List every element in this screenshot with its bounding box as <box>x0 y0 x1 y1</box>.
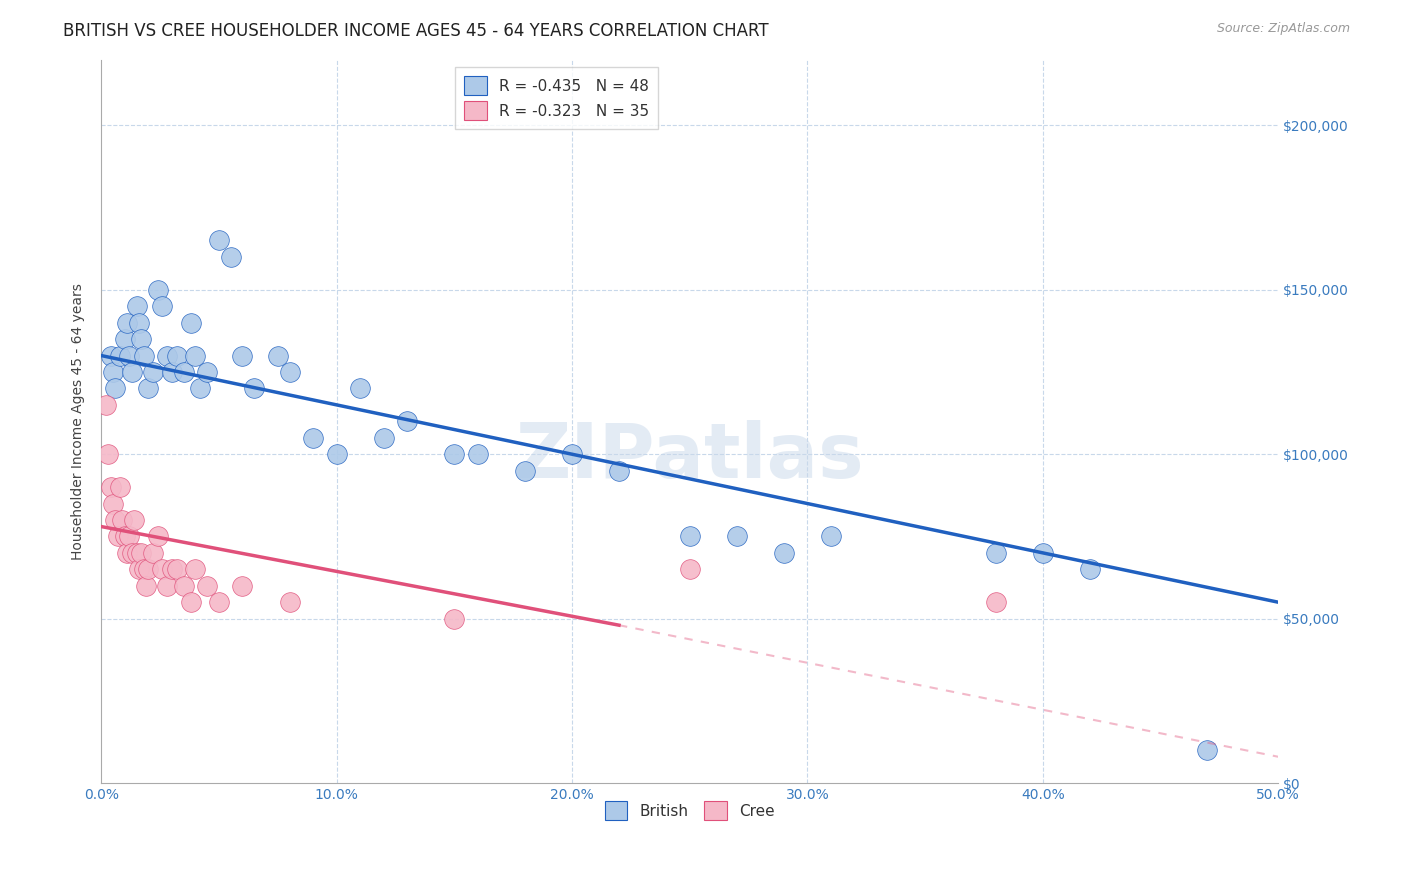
Point <box>97 447 120 461</box>
Point <box>100 480 122 494</box>
Point <box>160 562 183 576</box>
Point <box>108 349 131 363</box>
Point <box>122 513 145 527</box>
Point <box>107 529 129 543</box>
Point <box>231 579 253 593</box>
Point <box>152 562 174 576</box>
Point <box>1197 743 1219 757</box>
Point <box>114 332 136 346</box>
Point <box>302 431 325 445</box>
Point <box>156 579 179 593</box>
Point <box>108 480 131 494</box>
Text: Source: ZipAtlas.com: Source: ZipAtlas.com <box>1216 22 1350 36</box>
Point <box>146 283 169 297</box>
Y-axis label: Householder Income Ages 45 - 64 years: Householder Income Ages 45 - 64 years <box>72 283 86 560</box>
Point <box>173 365 195 379</box>
Point <box>94 398 117 412</box>
Point <box>152 299 174 313</box>
Point <box>208 234 231 248</box>
Point <box>104 513 127 527</box>
Point <box>132 349 155 363</box>
Point <box>166 562 188 576</box>
Point <box>100 349 122 363</box>
Point <box>1032 546 1054 560</box>
Point <box>129 546 152 560</box>
Point <box>325 447 347 461</box>
Point <box>188 381 211 395</box>
Point <box>443 447 465 461</box>
Point <box>156 349 179 363</box>
Point <box>231 349 253 363</box>
Point <box>101 496 124 510</box>
Point <box>195 579 218 593</box>
Text: BRITISH VS CREE HOUSEHOLDER INCOME AGES 45 - 64 YEARS CORRELATION CHART: BRITISH VS CREE HOUSEHOLDER INCOME AGES … <box>63 22 769 40</box>
Point <box>125 546 148 560</box>
Point <box>136 381 159 395</box>
Point <box>373 431 395 445</box>
Point <box>679 562 702 576</box>
Point <box>820 529 842 543</box>
Point <box>278 595 301 609</box>
Point <box>396 414 419 428</box>
Point <box>135 579 157 593</box>
Point <box>173 579 195 593</box>
Point <box>114 529 136 543</box>
Point <box>772 546 794 560</box>
Point <box>267 349 290 363</box>
Text: ZIPatlas: ZIPatlas <box>516 420 863 494</box>
Point <box>513 464 536 478</box>
Point <box>443 612 465 626</box>
Point <box>184 562 207 576</box>
Point <box>725 529 748 543</box>
Point <box>160 365 183 379</box>
Point <box>121 365 143 379</box>
Point <box>136 562 159 576</box>
Point <box>118 349 141 363</box>
Point <box>128 562 150 576</box>
Point <box>128 316 150 330</box>
Point <box>278 365 301 379</box>
Point <box>607 464 630 478</box>
Point <box>125 299 148 313</box>
Point <box>561 447 583 461</box>
Point <box>115 546 138 560</box>
Point <box>101 365 124 379</box>
Point <box>184 349 207 363</box>
Point <box>1078 562 1101 576</box>
Point <box>166 349 188 363</box>
Point <box>195 365 218 379</box>
Point <box>104 381 127 395</box>
Point <box>118 529 141 543</box>
Point <box>243 381 266 395</box>
Point <box>142 365 165 379</box>
Point <box>146 529 169 543</box>
Point <box>111 513 134 527</box>
Legend: British, Cree: British, Cree <box>599 795 780 826</box>
Point <box>121 546 143 560</box>
Point <box>208 595 231 609</box>
Point <box>679 529 702 543</box>
Point <box>180 595 202 609</box>
Point <box>467 447 489 461</box>
Point <box>984 546 1007 560</box>
Point <box>142 546 165 560</box>
Point <box>349 381 371 395</box>
Point <box>129 332 152 346</box>
Point <box>984 595 1007 609</box>
Point <box>115 316 138 330</box>
Point <box>219 250 242 264</box>
Point <box>180 316 202 330</box>
Point <box>132 562 155 576</box>
